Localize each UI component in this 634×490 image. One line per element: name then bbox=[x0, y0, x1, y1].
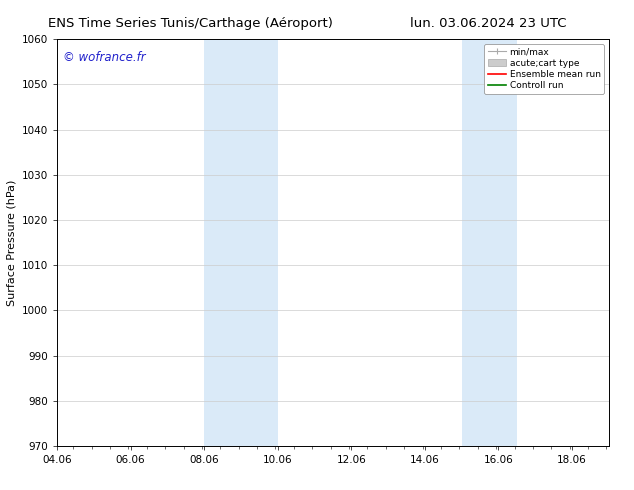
Bar bbox=[204, 39, 278, 446]
Text: ENS Time Series Tunis/Carthage (Aéroport): ENS Time Series Tunis/Carthage (Aéroport… bbox=[48, 17, 333, 30]
Text: lun. 03.06.2024 23 UTC: lun. 03.06.2024 23 UTC bbox=[410, 17, 566, 30]
Legend: min/max, acute;cart type, Ensemble mean run, Controll run: min/max, acute;cart type, Ensemble mean … bbox=[484, 44, 604, 94]
Bar bbox=[462, 39, 517, 446]
Y-axis label: Surface Pressure (hPa): Surface Pressure (hPa) bbox=[6, 179, 16, 306]
Text: © wofrance.fr: © wofrance.fr bbox=[63, 51, 145, 64]
